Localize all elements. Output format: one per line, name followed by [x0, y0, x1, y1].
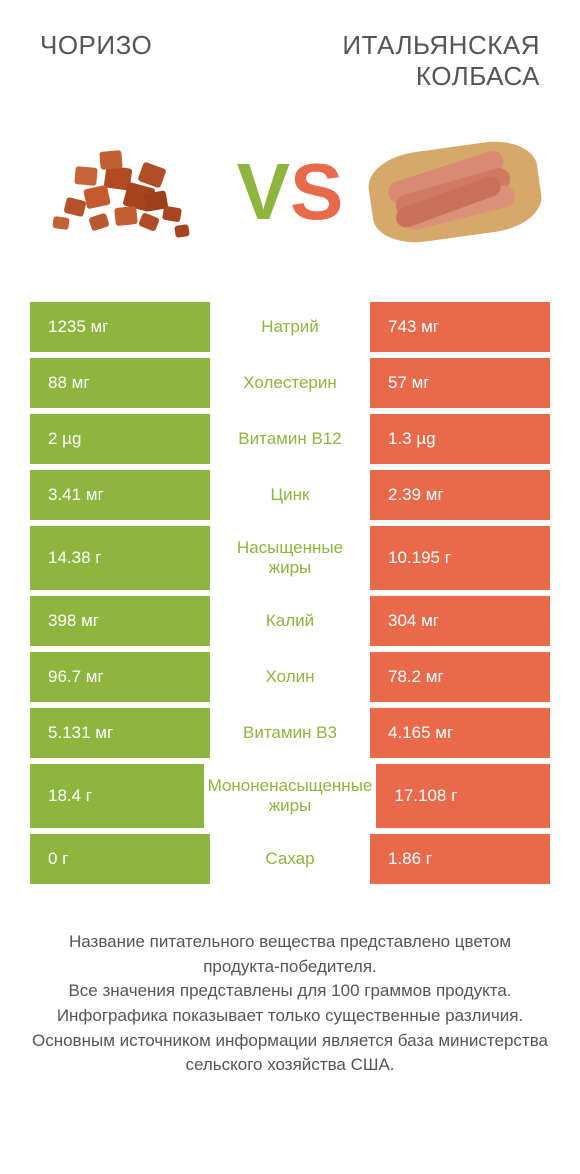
value-right: 743 мг: [370, 302, 550, 352]
title-right: ИТАЛЬЯНСКАЯ КОЛБАСА: [280, 30, 540, 92]
chorizo-cube: [99, 150, 122, 170]
footer-line-1: Название питательного вещества представл…: [30, 930, 550, 979]
chorizo-cube: [138, 212, 160, 232]
chorizo-cube: [88, 213, 109, 232]
value-right: 2.39 мг: [370, 470, 550, 520]
nutrient-label: Цинк: [210, 470, 370, 520]
nutrient-label: Насыщенные жиры: [210, 526, 370, 590]
value-right: 1.3 µg: [370, 414, 550, 464]
value-left: 88 мг: [30, 358, 210, 408]
table-row: 14.38 гНасыщенные жиры10.195 г: [30, 526, 550, 590]
nutrient-label: Мононенасыщенные жиры: [204, 764, 377, 828]
value-left: 3.41 мг: [30, 470, 210, 520]
chorizo-cube: [114, 206, 138, 226]
table-row: 398 мгКалий304 мг: [30, 596, 550, 646]
infographic: ЧОРИЗО ИТАЛЬЯНСКАЯ КОЛБАСА VS 1235 мгНат…: [0, 0, 580, 1174]
table-row: 1235 мгНатрий743 мг: [30, 302, 550, 352]
chorizo-cube: [162, 206, 182, 223]
comparison-table: 1235 мгНатрий743 мг 88 мгХолестерин57 мг 2…: [0, 302, 580, 890]
footer-line-3: Инфографика показывает только существенн…: [30, 1004, 550, 1029]
table-row: 2 µgВитамин B121.3 µg: [30, 414, 550, 464]
nutrient-label: Витамин B3: [210, 708, 370, 758]
footer-line-2: Все значения представлены для 100 граммо…: [30, 979, 550, 1004]
vs-v: V: [237, 147, 290, 236]
chorizo-cube: [83, 185, 111, 210]
value-right: 10.195 г: [370, 526, 550, 590]
nutrient-label: Холин: [210, 652, 370, 702]
footer-text: Название питательного вещества представл…: [0, 890, 580, 1078]
title-row: ЧОРИЗО ИТАЛЬЯНСКАЯ КОЛБАСА: [0, 0, 580, 102]
chorizo-illustration: [45, 137, 205, 247]
nutrient-label: Калий: [210, 596, 370, 646]
footer-line-4: Основным источником информации является …: [30, 1029, 550, 1078]
chorizo-cube: [74, 166, 97, 186]
value-right: 57 мг: [370, 358, 550, 408]
nutrient-label: Натрий: [210, 302, 370, 352]
chorizo-cube: [63, 197, 86, 217]
chorizo-cube: [174, 224, 190, 238]
table-row: 5.131 мгВитамин B34.165 мг: [30, 708, 550, 758]
title-left: ЧОРИЗО: [40, 30, 152, 92]
nutrient-label: Сахар: [210, 834, 370, 884]
sausage-illustration: [365, 136, 546, 249]
value-left: 398 мг: [30, 596, 210, 646]
nutrient-label: Холестерин: [210, 358, 370, 408]
chorizo-cube: [52, 216, 70, 230]
table-row: 3.41 мгЦинк2.39 мг: [30, 470, 550, 520]
value-left: 96.7 мг: [30, 652, 210, 702]
value-left: 2 µg: [30, 414, 210, 464]
product-image-right: [370, 132, 540, 252]
value-right: 4.165 мг: [370, 708, 550, 758]
value-left: 5.131 мг: [30, 708, 210, 758]
value-left: 0 г: [30, 834, 210, 884]
value-left: 18.4 г: [30, 764, 204, 828]
vs-label: VS: [237, 152, 344, 232]
table-row: 0 гСахар1.86 г: [30, 834, 550, 884]
vs-s: S: [290, 147, 343, 236]
table-row: 18.4 гМононенасыщенные жиры17.108 г: [30, 764, 550, 828]
value-right: 17.108 г: [376, 764, 550, 828]
value-right: 1.86 г: [370, 834, 550, 884]
hero-row: VS: [0, 102, 580, 302]
value-left: 14.38 г: [30, 526, 210, 590]
value-right: 78.2 мг: [370, 652, 550, 702]
value-right: 304 мг: [370, 596, 550, 646]
table-row: 88 мгХолестерин57 мг: [30, 358, 550, 408]
product-image-left: [40, 132, 210, 252]
nutrient-label: Витамин B12: [210, 414, 370, 464]
table-row: 96.7 мгХолин78.2 мг: [30, 652, 550, 702]
value-left: 1235 мг: [30, 302, 210, 352]
